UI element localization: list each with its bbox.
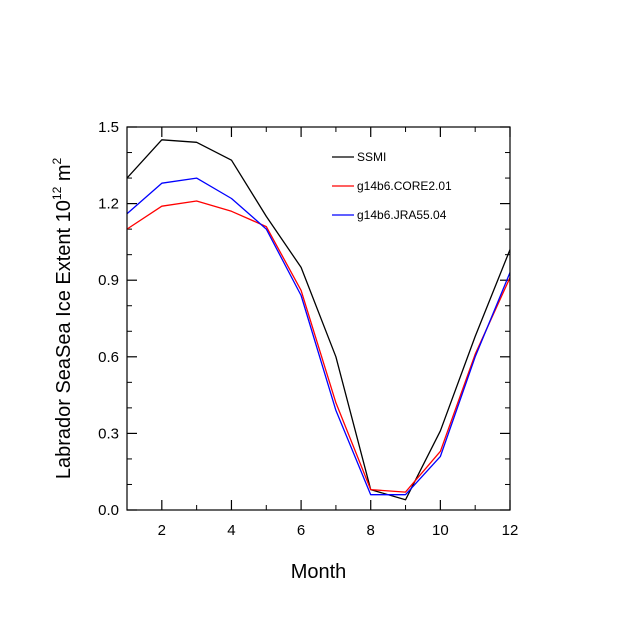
y-axis-title-unit: m	[53, 165, 75, 187]
y-axis-title: Labrador SeaSea Ice Extent 1012 m2	[50, 158, 75, 480]
y-axis-title-main: Labrador SeaSea Ice Extent 10	[53, 200, 75, 479]
minor-ticks	[126, 127, 510, 510]
major-ticks	[127, 126, 511, 511]
y-tick-label: 1.5	[98, 119, 119, 136]
series-line-g14b6.CORE2.01	[126, 200, 511, 493]
legend-label: g14b6.CORE2.01	[357, 179, 452, 193]
y-tick-label: 0.6	[98, 349, 119, 366]
plot-frame	[126, 126, 511, 511]
series-lines	[126, 139, 511, 501]
y-axis-title-unit-exponent: 2	[50, 158, 64, 165]
y-tick-label: 0.9	[98, 272, 119, 289]
x-tick-label: 2	[158, 522, 166, 539]
x-axis-title: Month	[291, 561, 347, 583]
legend: SSMI g14b6.CORE2.01 g14b6.JRA55.04	[332, 150, 452, 222]
x-tick-label: 12	[502, 522, 519, 539]
y-tick-label: 1.2	[98, 196, 119, 213]
series-line-SSMI	[126, 139, 511, 501]
legend-label: g14b6.JRA55.04	[357, 208, 447, 222]
series-line-g14b6.JRA55.04	[126, 177, 511, 496]
tick-labels: 2 4 6 8 10 12 0.0 0.3 0.6 0.9 1.2 1.5	[98, 119, 518, 539]
y-axis-title-exponent: 12	[50, 186, 64, 200]
x-tick-label: 10	[432, 522, 449, 539]
x-tick-label: 4	[227, 522, 235, 539]
legend-label: SSMI	[357, 150, 386, 164]
y-tick-label: 0.3	[98, 425, 119, 442]
x-tick-label: 8	[367, 522, 375, 539]
x-tick-label: 6	[297, 522, 305, 539]
y-tick-label: 0.0	[98, 502, 119, 519]
